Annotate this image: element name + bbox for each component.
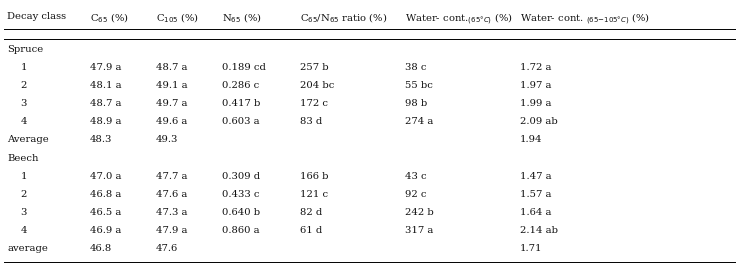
Text: 82 d: 82 d <box>300 208 323 217</box>
Text: 48.3: 48.3 <box>90 135 112 144</box>
Text: 1.64 a: 1.64 a <box>520 208 552 217</box>
Text: Water- cont.$_{(65°C)}$ (%): Water- cont.$_{(65°C)}$ (%) <box>406 12 513 27</box>
Text: 46.8 a: 46.8 a <box>90 190 121 199</box>
Text: 4: 4 <box>21 226 27 235</box>
Text: 0.189 cd: 0.189 cd <box>222 63 266 72</box>
Text: 46.5 a: 46.5 a <box>90 208 121 217</box>
Text: 47.9 a: 47.9 a <box>156 226 187 235</box>
Text: 1: 1 <box>21 172 27 181</box>
Text: 47.9 a: 47.9 a <box>90 63 121 72</box>
Text: 204 bc: 204 bc <box>300 81 334 90</box>
Text: Average: Average <box>7 135 49 144</box>
Text: C$_{65}$ (%): C$_{65}$ (%) <box>90 12 129 25</box>
Text: 2.09 ab: 2.09 ab <box>520 117 558 126</box>
Text: Beech: Beech <box>7 154 39 163</box>
Text: 47.0 a: 47.0 a <box>90 172 121 181</box>
Text: 0.286 c: 0.286 c <box>222 81 259 90</box>
Text: 242 b: 242 b <box>406 208 434 217</box>
Text: 1.47 a: 1.47 a <box>520 172 552 181</box>
Text: 317 a: 317 a <box>406 226 434 235</box>
Text: 61 d: 61 d <box>300 226 323 235</box>
Text: 47.3 a: 47.3 a <box>156 208 187 217</box>
Text: 48.1 a: 48.1 a <box>90 81 122 90</box>
Text: 4: 4 <box>21 117 27 126</box>
Text: 43 c: 43 c <box>406 172 427 181</box>
Text: 1.71: 1.71 <box>520 244 542 253</box>
Text: 172 c: 172 c <box>300 99 329 108</box>
Text: 55 bc: 55 bc <box>406 81 433 90</box>
Text: 0.433 c: 0.433 c <box>222 190 260 199</box>
Text: 48.9 a: 48.9 a <box>90 117 121 126</box>
Text: C$_{105}$ (%): C$_{105}$ (%) <box>156 12 199 25</box>
Text: 92 c: 92 c <box>406 190 427 199</box>
Text: 1.99 a: 1.99 a <box>520 99 552 108</box>
Text: 48.7 a: 48.7 a <box>156 63 187 72</box>
Text: 1.57 a: 1.57 a <box>520 190 552 199</box>
Text: 38 c: 38 c <box>406 63 427 72</box>
Text: 0.603 a: 0.603 a <box>222 117 260 126</box>
Text: 49.7 a: 49.7 a <box>156 99 187 108</box>
Text: average: average <box>7 244 48 253</box>
Text: 49.6 a: 49.6 a <box>156 117 187 126</box>
Text: 2: 2 <box>21 190 27 199</box>
Text: 46.9 a: 46.9 a <box>90 226 121 235</box>
Text: 1.94: 1.94 <box>520 135 542 144</box>
Text: 47.6 a: 47.6 a <box>156 190 187 199</box>
Text: 1.72 a: 1.72 a <box>520 63 552 72</box>
Text: 0.309 d: 0.309 d <box>222 172 260 181</box>
Text: 121 c: 121 c <box>300 190 329 199</box>
Text: Spruce: Spruce <box>7 45 44 54</box>
Text: 83 d: 83 d <box>300 117 323 126</box>
Text: N$_{65}$ (%): N$_{65}$ (%) <box>222 12 262 25</box>
Text: Decay class: Decay class <box>7 12 67 21</box>
Text: 0.417 b: 0.417 b <box>222 99 260 108</box>
Text: 49.1 a: 49.1 a <box>156 81 188 90</box>
Text: 0.640 b: 0.640 b <box>222 208 260 217</box>
Text: 48.7 a: 48.7 a <box>90 99 121 108</box>
Text: Water- cont. $_{(65\mathrm{-}105°C)}$ (%): Water- cont. $_{(65\mathrm{-}105°C)}$ (%… <box>520 12 650 27</box>
Text: 2: 2 <box>21 81 27 90</box>
Text: 98 b: 98 b <box>406 99 428 108</box>
Text: 1: 1 <box>21 63 27 72</box>
Text: 47.7 a: 47.7 a <box>156 172 187 181</box>
Text: 257 b: 257 b <box>300 63 329 72</box>
Text: 0.860 a: 0.860 a <box>222 226 260 235</box>
Text: 46.8: 46.8 <box>90 244 112 253</box>
Text: 3: 3 <box>21 208 27 217</box>
Text: 1.97 a: 1.97 a <box>520 81 552 90</box>
Text: 49.3: 49.3 <box>156 135 178 144</box>
Text: 274 a: 274 a <box>406 117 434 126</box>
Text: 3: 3 <box>21 99 27 108</box>
Text: 47.6: 47.6 <box>156 244 178 253</box>
Text: C$_{65}$/N$_{65}$ ratio (%): C$_{65}$/N$_{65}$ ratio (%) <box>300 12 388 25</box>
Text: 2.14 ab: 2.14 ab <box>520 226 558 235</box>
Text: 166 b: 166 b <box>300 172 329 181</box>
